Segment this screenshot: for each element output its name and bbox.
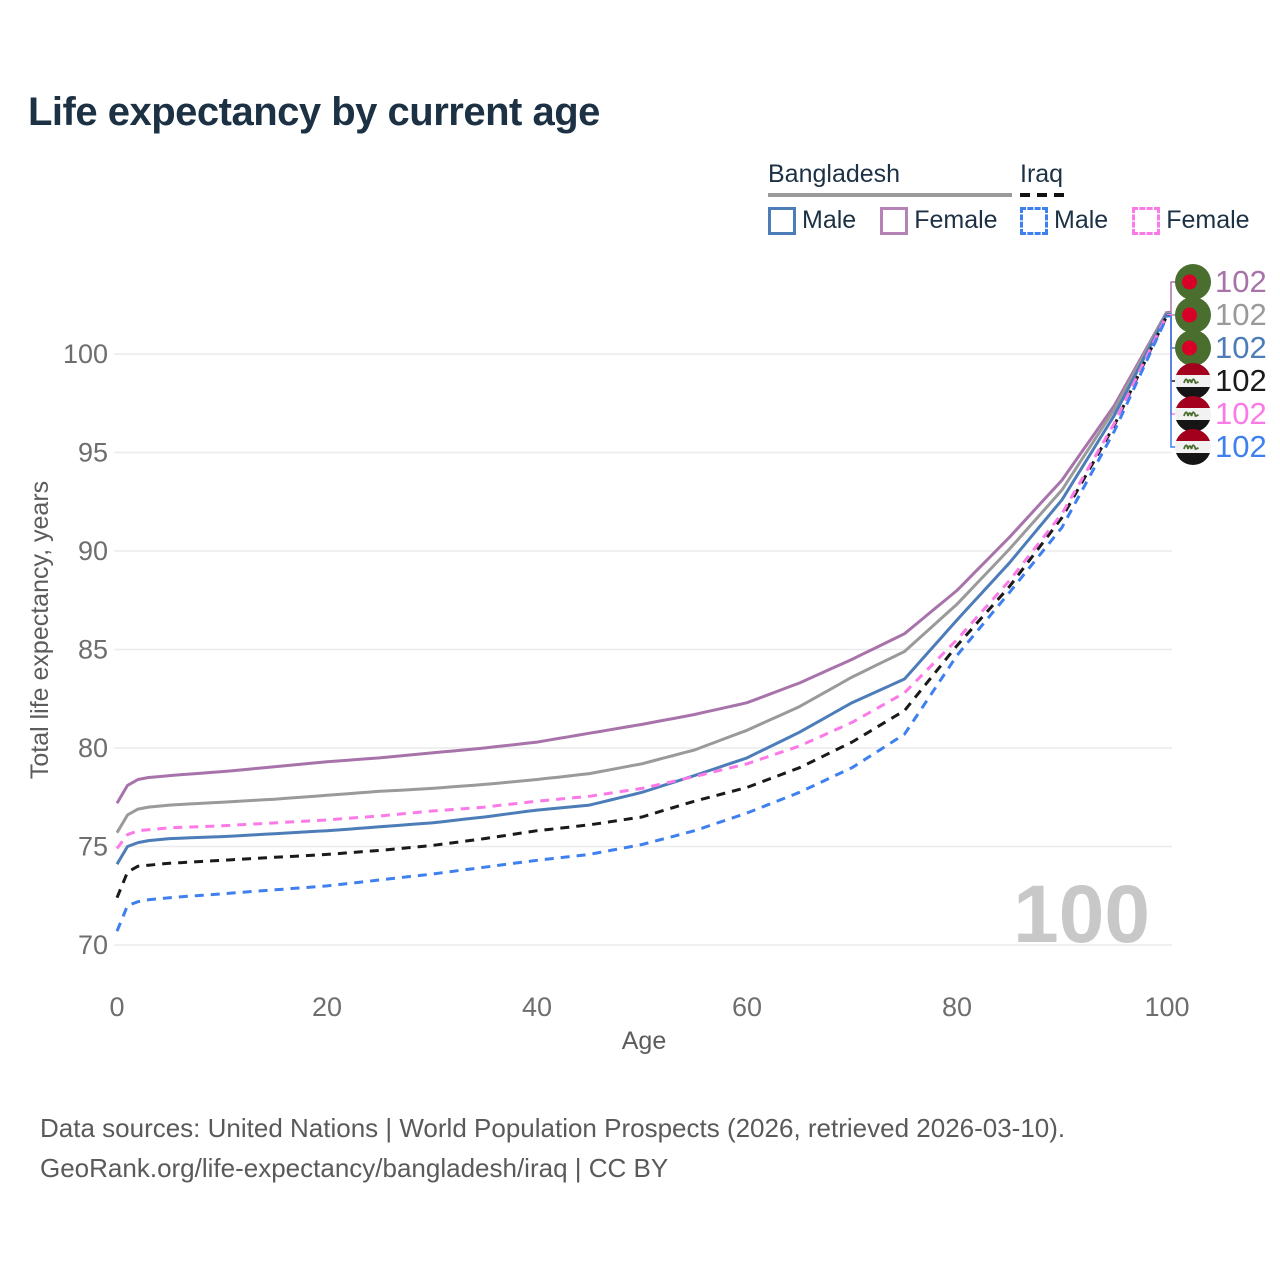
legend-group-bangladesh: Bangladesh Male Female bbox=[768, 160, 1012, 235]
y-axis-title: Total life expectancy, years bbox=[26, 481, 54, 779]
legend-item-iraq-male[interactable]: Male bbox=[1020, 206, 1108, 235]
legend-group-iraq: Iraq Male Female bbox=[1020, 160, 1264, 235]
x-tick-20: 20 bbox=[312, 992, 342, 1022]
bangladesh-flag-icon bbox=[1175, 297, 1211, 333]
legend-item-bangladesh-male[interactable]: Male bbox=[768, 206, 856, 235]
life-expectancy-chart: 70 75 80 85 90 95 100 0 20 40 60 80 100 Age Total life… bbox=[26, 264, 1267, 1055]
legend-label-iraq-male: Male bbox=[1054, 206, 1109, 234]
end-value-label-iraq-female: 102 bbox=[1215, 396, 1267, 431]
iraq-flag-icon bbox=[1175, 429, 1211, 465]
y-tick-90: 90 bbox=[78, 536, 108, 566]
legend-country-bangladesh[interactable]: Bangladesh bbox=[768, 160, 901, 188]
end-value-label-bangladesh-female: 102 bbox=[1215, 264, 1267, 299]
y-tick-80: 80 bbox=[78, 733, 108, 763]
end-value-label-iraq-male: 102 bbox=[1215, 429, 1267, 464]
series-line-iraq-male[interactable] bbox=[115, 315, 1169, 932]
x-tick-40: 40 bbox=[522, 992, 552, 1022]
series-line-bangladesh[interactable] bbox=[115, 311, 1169, 834]
series-line-iraq[interactable] bbox=[115, 314, 1169, 899]
iraq-flag-icon bbox=[1175, 363, 1211, 399]
swatch-iraq-female bbox=[1132, 206, 1161, 235]
series-line-bangladesh-male[interactable] bbox=[115, 312, 1169, 865]
end-label-connector-bangladesh-female bbox=[1167, 281, 1176, 313]
legend-label-iraq-female: Female bbox=[1166, 206, 1250, 234]
legend-country-iraq[interactable]: Iraq bbox=[1020, 160, 1064, 188]
swatch-bangladesh-female bbox=[880, 206, 909, 235]
y-tick-100: 100 bbox=[63, 339, 108, 369]
footer-attribution[interactable]: GeoRank.org/life-expectancy/bangladesh/i… bbox=[40, 1153, 669, 1183]
chart-legend: Bangladesh Male Female Iraq Male Female bbox=[0, 160, 1280, 250]
bangladesh-flag-icon bbox=[1175, 264, 1211, 300]
swatch-bangladesh-male bbox=[768, 206, 796, 235]
x-tick-80: 80 bbox=[942, 992, 972, 1022]
series-line-iraq-female[interactable] bbox=[115, 313, 1169, 850]
x-axis-title: Age bbox=[622, 1027, 666, 1055]
x-tick-0: 0 bbox=[109, 992, 124, 1022]
legend-label-bangladesh-male: Male bbox=[802, 206, 857, 234]
x-tick-100: 100 bbox=[1144, 992, 1189, 1022]
age-counter-watermark: 100 bbox=[1013, 869, 1150, 960]
bangladesh-flag-icon bbox=[1175, 330, 1211, 366]
legend-item-iraq-female[interactable]: Female bbox=[1132, 206, 1250, 235]
page-title: Life expectancy by current age bbox=[28, 90, 600, 134]
y-tick-75: 75 bbox=[78, 832, 108, 862]
legend-item-bangladesh-female[interactable]: Female bbox=[880, 206, 998, 235]
legend-line-sample-dashed bbox=[1020, 193, 1066, 197]
footer-data-sources: Data sources: United Nations | World Pop… bbox=[40, 1113, 1066, 1143]
iraq-flag-icon bbox=[1175, 396, 1211, 432]
y-tick-85: 85 bbox=[78, 635, 108, 665]
series-line-bangladesh-female[interactable] bbox=[115, 310, 1169, 804]
x-tick-60: 60 bbox=[732, 992, 762, 1022]
end-value-label-bangladesh: 102 bbox=[1215, 297, 1267, 332]
swatch-iraq-male bbox=[1020, 206, 1048, 235]
end-value-label-bangladesh-male: 102 bbox=[1215, 330, 1267, 365]
footer: Data sources: United Nations | World Pop… bbox=[40, 1108, 1065, 1188]
end-label-connector-iraq-male bbox=[1167, 315, 1176, 448]
end-value-label-iraq: 102 bbox=[1215, 363, 1267, 398]
y-tick-95: 95 bbox=[78, 438, 108, 468]
y-tick-70: 70 bbox=[78, 930, 108, 960]
legend-label-bangladesh-female: Female bbox=[914, 206, 998, 234]
legend-line-sample-solid bbox=[768, 193, 1012, 197]
